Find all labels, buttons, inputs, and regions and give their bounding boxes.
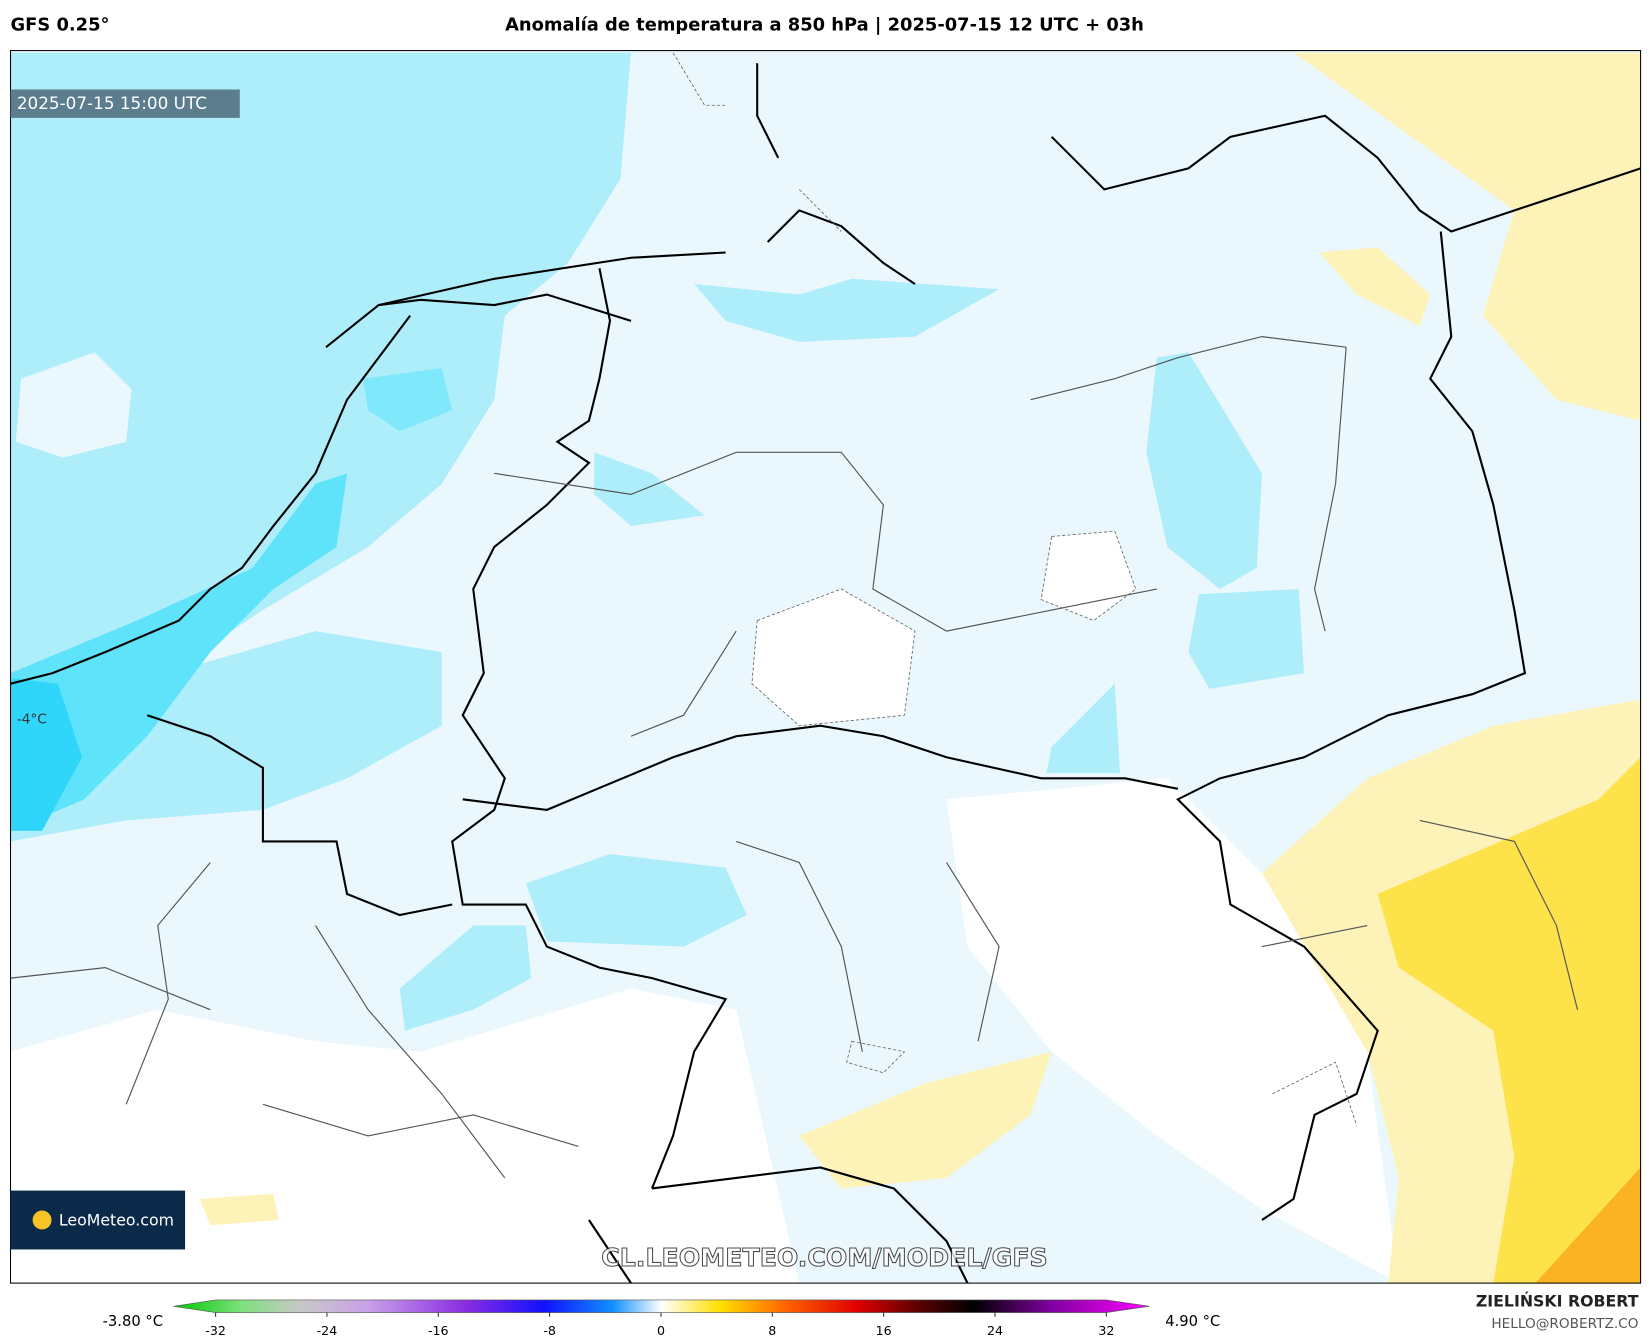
model-label: GFS 0.25°	[11, 14, 110, 35]
logo-sun	[32, 1210, 52, 1230]
coastline	[756, 63, 1641, 285]
colorbar-tick-label: 16	[876, 1323, 892, 1338]
contour-label: -4°C	[17, 711, 47, 727]
cold-anomaly	[1188, 589, 1305, 689]
cold-anomaly	[594, 452, 705, 526]
warm-anomaly	[799, 1051, 1052, 1189]
colorbar-gradient	[173, 1299, 1150, 1313]
cold-anomaly-strong	[10, 473, 348, 831]
warm-anomaly	[1293, 52, 1641, 421]
colorbar-tick-label: 8	[768, 1323, 776, 1338]
map-frame	[9, 50, 1642, 1284]
anomaly-hole	[15, 352, 132, 458]
cold-anomaly	[10, 52, 631, 758]
valid-time: 2025-07-15 15:00 UTC	[17, 93, 207, 113]
coastline	[10, 293, 632, 685]
anomaly-zero-region	[751, 588, 916, 727]
email: HELLO@ROBERTZ.CO	[1491, 1316, 1638, 1332]
cold-anomaly	[10, 631, 442, 842]
map-title: Anomalía de temperatura a 850 hPa | 2025…	[505, 14, 1144, 35]
cold-anomaly-max	[10, 678, 83, 831]
cold-anomaly	[1146, 352, 1262, 590]
cold-anomaly-strong	[362, 368, 453, 432]
colorbar-max-label: 4.90 °C	[1165, 1313, 1220, 1330]
cold-anomaly	[525, 854, 747, 947]
timestamp-box	[10, 89, 240, 118]
warm-anomaly-max	[1535, 1167, 1641, 1284]
warm-anomaly-strong	[1377, 757, 1641, 1284]
anomaly-zero-region	[946, 778, 1399, 1284]
country-border	[146, 714, 632, 1284]
warm-anomaly	[1319, 247, 1431, 327]
colorbar-tick-label: -16	[428, 1323, 449, 1338]
colorbar-tick-label: -24	[317, 1323, 338, 1338]
colorbar-tick-label: 0	[657, 1323, 665, 1338]
cold-anomaly	[1046, 683, 1121, 774]
colorbar-tick-label: 32	[1098, 1323, 1114, 1338]
watermark: CL.LEOMETEO.COM/MODEL/GFS	[601, 1243, 1047, 1272]
warm-anomaly	[199, 1193, 279, 1226]
cold-anomaly	[694, 278, 1000, 342]
map-area: -4°C CL.LEOMETEO.COM/MODEL/GFS	[10, 50, 1641, 1284]
country-border	[378, 251, 728, 1189]
colorbar-tick-label: -8	[543, 1323, 556, 1338]
logo-text: LeoMeteo.com	[59, 1211, 174, 1230]
colorbar	[173, 1299, 1150, 1313]
colorbar-tick-label: 24	[987, 1323, 1003, 1338]
colorbar-min-label: -3.80 °C	[103, 1313, 163, 1330]
region-border	[10, 336, 1579, 1179]
colorbar-tick-label: -32	[205, 1323, 226, 1338]
author: ZIELIŃSKI ROBERT	[1476, 1292, 1639, 1311]
cold-anomaly	[399, 925, 532, 1031]
country-border	[462, 724, 1179, 1284]
country-border	[1176, 231, 1527, 1221]
